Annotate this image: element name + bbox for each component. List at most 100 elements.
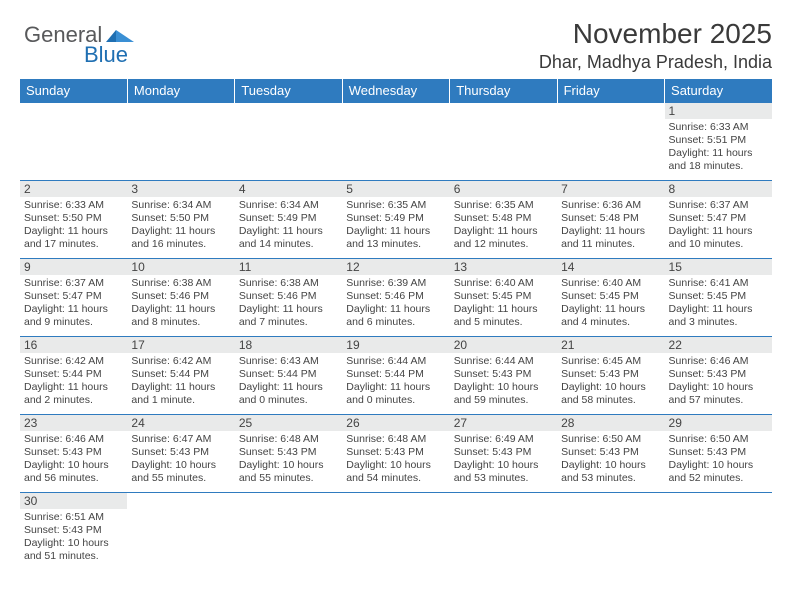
- calendar-row: 9Sunrise: 6:37 AMSunset: 5:47 PMDaylight…: [20, 259, 772, 337]
- daylight-text: Daylight: 11 hours and 0 minutes.: [239, 381, 338, 407]
- sunrise-text: Sunrise: 6:41 AM: [669, 277, 768, 290]
- sunset-text: Sunset: 5:43 PM: [346, 446, 445, 459]
- daylight-text: Daylight: 10 hours and 56 minutes.: [24, 459, 123, 485]
- sunset-text: Sunset: 5:48 PM: [561, 212, 660, 225]
- calendar-cell: 8Sunrise: 6:37 AMSunset: 5:47 PMDaylight…: [665, 181, 772, 259]
- day-number: 28: [557, 415, 664, 431]
- weekday-header: Thursday: [450, 79, 557, 103]
- day-number: 3: [127, 181, 234, 197]
- calendar-cell: 4Sunrise: 6:34 AMSunset: 5:49 PMDaylight…: [235, 181, 342, 259]
- sunrise-text: Sunrise: 6:35 AM: [454, 199, 553, 212]
- day-number: [20, 103, 127, 119]
- calendar-cell: [665, 493, 772, 571]
- day-number: 17: [127, 337, 234, 353]
- sunset-text: Sunset: 5:49 PM: [346, 212, 445, 225]
- calendar-body: 1Sunrise: 6:33 AMSunset: 5:51 PMDaylight…: [20, 103, 772, 571]
- sunset-text: Sunset: 5:43 PM: [239, 446, 338, 459]
- day-number: 9: [20, 259, 127, 275]
- sunrise-text: Sunrise: 6:38 AM: [239, 277, 338, 290]
- day-number: 7: [557, 181, 664, 197]
- calendar-cell: 16Sunrise: 6:42 AMSunset: 5:44 PMDayligh…: [20, 337, 127, 415]
- daylight-text: Daylight: 10 hours and 55 minutes.: [131, 459, 230, 485]
- sunset-text: Sunset: 5:43 PM: [24, 446, 123, 459]
- sunrise-text: Sunrise: 6:34 AM: [239, 199, 338, 212]
- sunset-text: Sunset: 5:51 PM: [669, 134, 768, 147]
- day-number: 13: [450, 259, 557, 275]
- calendar-cell: 5Sunrise: 6:35 AMSunset: 5:49 PMDaylight…: [342, 181, 449, 259]
- sunset-text: Sunset: 5:43 PM: [24, 524, 123, 537]
- sunset-text: Sunset: 5:46 PM: [131, 290, 230, 303]
- calendar-cell: [235, 103, 342, 181]
- calendar-table: Sunday Monday Tuesday Wednesday Thursday…: [20, 79, 772, 571]
- calendar-cell: 10Sunrise: 6:38 AMSunset: 5:46 PMDayligh…: [127, 259, 234, 337]
- calendar-cell: 30Sunrise: 6:51 AMSunset: 5:43 PMDayligh…: [20, 493, 127, 571]
- logo: General Blue: [24, 22, 134, 48]
- day-number: 19: [342, 337, 449, 353]
- daylight-text: Daylight: 11 hours and 7 minutes.: [239, 303, 338, 329]
- sunset-text: Sunset: 5:43 PM: [561, 446, 660, 459]
- day-number: 16: [20, 337, 127, 353]
- day-number: 14: [557, 259, 664, 275]
- day-number: 23: [20, 415, 127, 431]
- daylight-text: Daylight: 10 hours and 55 minutes.: [239, 459, 338, 485]
- daylight-text: Daylight: 11 hours and 9 minutes.: [24, 303, 123, 329]
- calendar-cell: 28Sunrise: 6:50 AMSunset: 5:43 PMDayligh…: [557, 415, 664, 493]
- day-number: [342, 493, 449, 509]
- sunrise-text: Sunrise: 6:37 AM: [24, 277, 123, 290]
- calendar-cell: [342, 103, 449, 181]
- sunrise-text: Sunrise: 6:39 AM: [346, 277, 445, 290]
- calendar-row: 23Sunrise: 6:46 AMSunset: 5:43 PMDayligh…: [20, 415, 772, 493]
- calendar-cell: 3Sunrise: 6:34 AMSunset: 5:50 PMDaylight…: [127, 181, 234, 259]
- day-number: [557, 103, 664, 119]
- calendar-cell: [450, 493, 557, 571]
- calendar-cell: 21Sunrise: 6:45 AMSunset: 5:43 PMDayligh…: [557, 337, 664, 415]
- daylight-text: Daylight: 10 hours and 57 minutes.: [669, 381, 768, 407]
- calendar-cell: 24Sunrise: 6:47 AMSunset: 5:43 PMDayligh…: [127, 415, 234, 493]
- sunrise-text: Sunrise: 6:50 AM: [669, 433, 768, 446]
- daylight-text: Daylight: 10 hours and 54 minutes.: [346, 459, 445, 485]
- day-number: 27: [450, 415, 557, 431]
- weekday-header: Wednesday: [342, 79, 449, 103]
- sunset-text: Sunset: 5:45 PM: [561, 290, 660, 303]
- sunrise-text: Sunrise: 6:46 AM: [24, 433, 123, 446]
- sunrise-text: Sunrise: 6:45 AM: [561, 355, 660, 368]
- day-number: [450, 103, 557, 119]
- day-number: 5: [342, 181, 449, 197]
- calendar-cell: 17Sunrise: 6:42 AMSunset: 5:44 PMDayligh…: [127, 337, 234, 415]
- sunset-text: Sunset: 5:50 PM: [131, 212, 230, 225]
- day-number: 29: [665, 415, 772, 431]
- sunset-text: Sunset: 5:47 PM: [24, 290, 123, 303]
- sunrise-text: Sunrise: 6:48 AM: [346, 433, 445, 446]
- sunset-text: Sunset: 5:46 PM: [239, 290, 338, 303]
- sunset-text: Sunset: 5:43 PM: [131, 446, 230, 459]
- weekday-header: Sunday: [20, 79, 127, 103]
- weekday-header: Tuesday: [235, 79, 342, 103]
- sunrise-text: Sunrise: 6:48 AM: [239, 433, 338, 446]
- sunrise-text: Sunrise: 6:33 AM: [24, 199, 123, 212]
- calendar-cell: 23 Sunrise: 6:46 AMSunset: 5:43 PMDayligh…: [20, 415, 127, 493]
- sunrise-text: Sunrise: 6:35 AM: [346, 199, 445, 212]
- sunrise-text: Sunrise: 6:51 AM: [24, 511, 123, 524]
- calendar-cell: 14Sunrise: 6:40 AMSunset: 5:45 PMDayligh…: [557, 259, 664, 337]
- calendar-cell: 6Sunrise: 6:35 AMSunset: 5:48 PMDaylight…: [450, 181, 557, 259]
- daylight-text: Daylight: 11 hours and 14 minutes.: [239, 225, 338, 251]
- day-number: 2: [20, 181, 127, 197]
- daylight-text: Daylight: 11 hours and 5 minutes.: [454, 303, 553, 329]
- sunset-text: Sunset: 5:46 PM: [346, 290, 445, 303]
- day-number: 6: [450, 181, 557, 197]
- daylight-text: Daylight: 11 hours and 16 minutes.: [131, 225, 230, 251]
- day-number: [450, 493, 557, 509]
- calendar-row: 30Sunrise: 6:51 AMSunset: 5:43 PMDayligh…: [20, 493, 772, 571]
- day-number: 8: [665, 181, 772, 197]
- day-number: [342, 103, 449, 119]
- daylight-text: Daylight: 10 hours and 53 minutes.: [454, 459, 553, 485]
- sunrise-text: Sunrise: 6:44 AM: [454, 355, 553, 368]
- day-number: 25: [235, 415, 342, 431]
- day-number: 24: [127, 415, 234, 431]
- sunrise-text: Sunrise: 6:40 AM: [454, 277, 553, 290]
- calendar-cell: [557, 103, 664, 181]
- day-number: [557, 493, 664, 509]
- sunrise-text: Sunrise: 6:42 AM: [131, 355, 230, 368]
- day-number: 12: [342, 259, 449, 275]
- daylight-text: Daylight: 10 hours and 51 minutes.: [24, 537, 123, 563]
